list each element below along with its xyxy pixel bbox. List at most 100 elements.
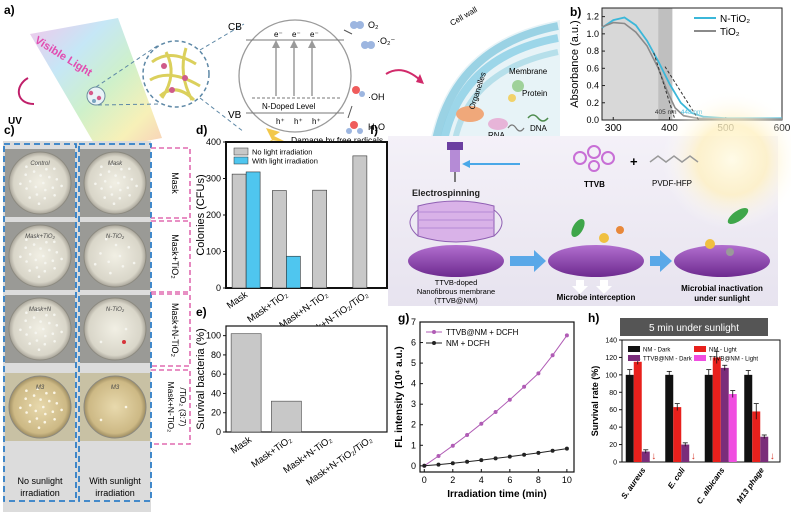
col-label-no-sunlight: No sunlight irradiation <box>17 476 63 498</box>
membrane-label-line-2: Nanofibrous membrane <box>417 287 495 296</box>
legend-label: NM + DCFH <box>446 339 490 348</box>
y-tick-label: 100 <box>605 372 617 379</box>
colony <box>19 182 22 186</box>
colony <box>60 330 63 334</box>
colony <box>24 173 28 176</box>
zero-survival-marker: ↓ <box>770 451 775 462</box>
colony <box>99 418 103 422</box>
h2o-label: H₂O <box>368 122 385 132</box>
colony <box>48 399 51 403</box>
panel-label-g: g) <box>398 311 409 325</box>
colony <box>25 411 28 414</box>
colony <box>42 181 45 185</box>
data-point <box>493 410 498 414</box>
colony <box>126 186 130 189</box>
y-tick-label: 20 <box>211 408 221 418</box>
x-tick-label: 4 <box>479 475 484 485</box>
colony <box>43 420 47 424</box>
colony <box>60 408 63 412</box>
x-axis-label: Irradiation time (min) <box>447 489 546 500</box>
sun-glow <box>662 90 791 230</box>
panel-label-d: d) <box>196 123 207 137</box>
colony <box>34 331 38 335</box>
x-tick-label: E. coli <box>666 465 687 490</box>
legend-label: NM - Dark <box>643 348 671 354</box>
radical-species: O₂ ·O₂⁻ ·OH H₂O <box>343 20 395 134</box>
colony <box>100 165 103 168</box>
y-tick-label: 60 <box>211 369 221 379</box>
interception-arrows <box>572 280 612 294</box>
row-label-frame <box>151 220 191 293</box>
panel-label-h: h) <box>588 311 599 325</box>
x-tick-label: C. albicans <box>695 466 727 506</box>
colony <box>118 196 122 200</box>
visible-light-beam <box>30 18 162 150</box>
cell-wall-label: Cell wall <box>449 5 479 28</box>
colony <box>51 332 55 336</box>
colony <box>99 173 102 176</box>
colony <box>99 340 103 344</box>
data-point <box>479 421 484 426</box>
colony <box>107 260 110 264</box>
y-axis-label: FL intensity (10⁴ a.u.) <box>394 346 405 447</box>
petri-dish-grid: Control Mask Mask+TiO₂ N-TiO₂ Mask+N N-TiO₂ M3… <box>5 149 150 441</box>
colony <box>45 240 48 244</box>
panel-c: c) Control Mask Mask+TiO₂ N-TiO₂ Mask+N N-TiO… <box>3 123 191 512</box>
colony <box>114 243 118 247</box>
colony <box>24 246 28 249</box>
column-labels: No sunlight irradiation With sunlight irra… <box>17 476 141 498</box>
plot-frame <box>419 321 575 473</box>
panel-a: a) Visible Light UV CB VB <box>4 3 560 150</box>
colony <box>37 348 41 352</box>
colony <box>43 342 47 346</box>
data-point <box>479 458 484 463</box>
data-point <box>436 454 441 458</box>
y-axis-label: Absorbance (a.u.) <box>569 20 581 107</box>
legend-swatch <box>694 355 706 361</box>
colony <box>36 309 39 313</box>
chart-g-fluorescence: 0 2 4 6 8 10 0 1 2 3 4 5 6 7 Irradiation time (min) FL … <box>394 317 575 500</box>
process-arrow-2 <box>650 250 672 272</box>
row-label: Mask+N-TiO₂ <box>170 303 180 357</box>
colony <box>48 321 51 325</box>
bar <box>744 374 753 462</box>
n-doped-level-label: N-Doped Level <box>262 102 316 111</box>
inactivation-line-2: under sunlight <box>694 294 750 303</box>
legend-label: N-TiO₂ <box>720 14 750 25</box>
petri-dish <box>8 297 72 361</box>
electron-3: e⁻ <box>310 30 319 39</box>
bar <box>752 411 761 462</box>
colony <box>19 406 22 410</box>
colony <box>39 174 42 177</box>
colony <box>112 202 116 205</box>
col-label-line: No sunlight <box>17 476 63 486</box>
panel-label-c: c) <box>4 123 15 137</box>
legend-swatch <box>694 346 706 352</box>
shade-band <box>658 8 673 120</box>
colony <box>45 313 48 317</box>
colony <box>32 170 36 173</box>
zoom-cluster-circle <box>142 40 210 108</box>
colony <box>25 165 28 168</box>
y-tick-label: 3 <box>411 399 416 409</box>
colony <box>128 194 131 197</box>
colony <box>130 178 134 181</box>
uv-label: UV <box>8 116 22 127</box>
damage-label: Damage by free radicals <box>291 135 383 145</box>
y-tick-label: 140 <box>605 338 617 345</box>
colony <box>55 251 59 254</box>
colony <box>124 405 128 409</box>
membrane-disc-2 <box>548 245 644 277</box>
petri-dish <box>8 375 72 439</box>
colony <box>110 193 114 196</box>
membrane-label-line-1: TTVB-doped <box>435 278 478 287</box>
data-point <box>450 461 455 466</box>
zero-survival-marker: ↓ <box>651 451 656 462</box>
y-tick-label: 0 <box>411 461 416 471</box>
legend-swatch <box>628 355 640 361</box>
bar <box>728 394 737 462</box>
colony <box>109 271 112 275</box>
colony <box>28 196 32 199</box>
x-tick-label: S. aureus <box>619 466 647 501</box>
